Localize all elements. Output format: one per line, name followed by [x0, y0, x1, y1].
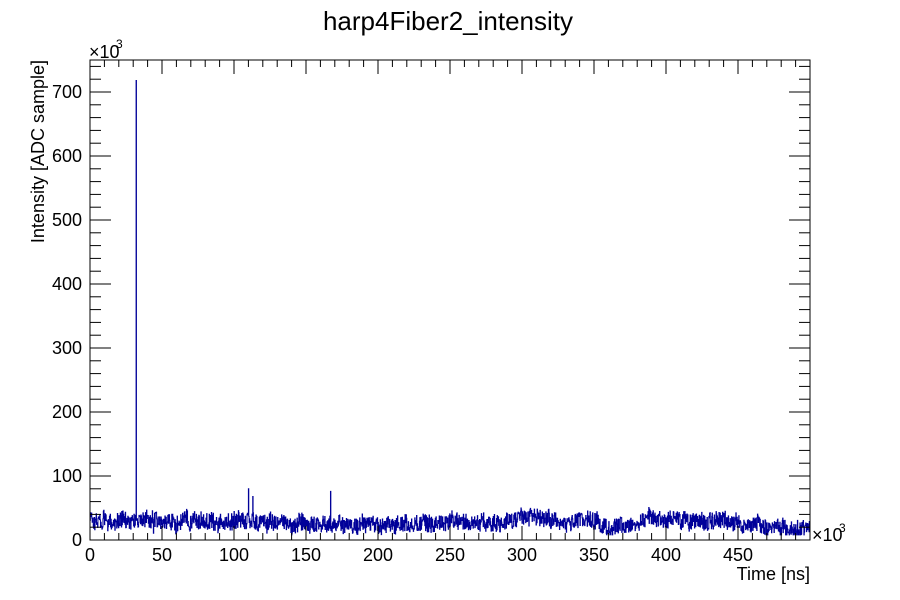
x-tick-labels: 0 50 100 150 200 250 300 350 400 450 — [85, 545, 753, 565]
y-tick-labels: 0 100 200 300 400 500 600 700 — [52, 82, 82, 550]
y-tick-label: 300 — [52, 338, 82, 358]
axis-ticks — [89, 60, 811, 541]
x-tick-label: 0 — [85, 545, 95, 565]
y-axis-multiplier: ×10 3 — [89, 37, 123, 62]
x-tick-label: 250 — [435, 545, 465, 565]
y-axis-label: Intensity [ADC sample] — [28, 60, 48, 243]
x-tick-label: 50 — [152, 545, 172, 565]
x-axis-label: Time [ns] — [737, 564, 810, 584]
y-multiplier-base: ×10 — [89, 42, 120, 62]
x-tick-label: 350 — [579, 545, 609, 565]
plot-frame — [89, 59, 811, 541]
x-tick-label: 300 — [507, 545, 537, 565]
x-tick-label: 100 — [219, 545, 249, 565]
x-axis-multiplier: ×10 3 — [812, 521, 846, 545]
x-tick-label: 450 — [723, 545, 753, 565]
x-tick-label: 150 — [291, 545, 321, 565]
y-multiplier-exponent: 3 — [116, 37, 123, 51]
y-tick-label: 0 — [72, 530, 82, 550]
series-layer — [89, 79, 811, 536]
y-tick-label: 200 — [52, 402, 82, 422]
x-multiplier-exponent: 3 — [839, 521, 846, 535]
y-tick-label: 700 — [52, 82, 82, 102]
intensity-series-line — [89, 79, 811, 536]
x-tick-label: 200 — [363, 545, 393, 565]
y-tick-label: 600 — [52, 146, 82, 166]
y-tick-label: 400 — [52, 274, 82, 294]
x-tick-label: 400 — [651, 545, 681, 565]
y-tick-label: 500 — [52, 210, 82, 230]
y-tick-label: 100 — [52, 466, 82, 486]
x-multiplier-base: ×10 — [812, 525, 843, 545]
chart-title: harp4Fiber2_intensity — [323, 6, 573, 36]
